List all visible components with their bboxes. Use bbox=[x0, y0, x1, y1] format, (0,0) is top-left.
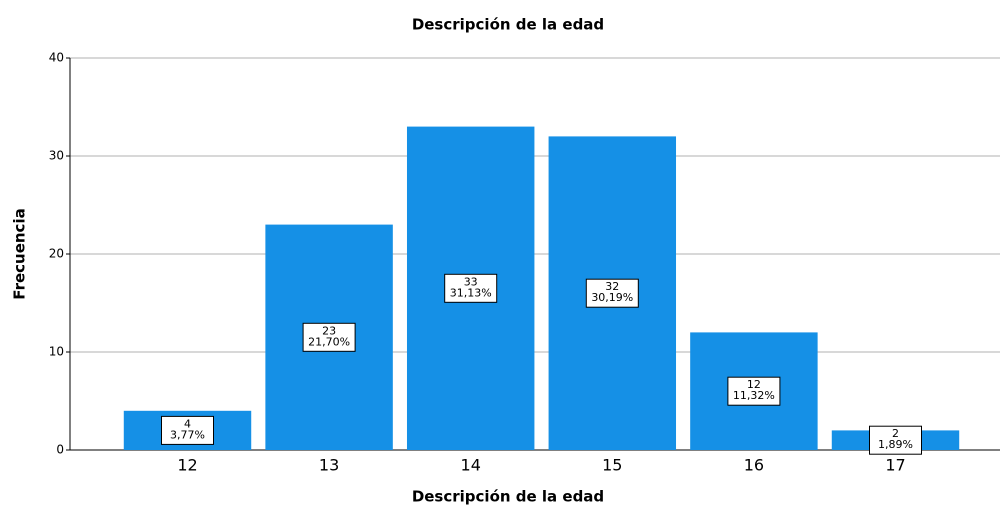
data-label-box bbox=[161, 415, 214, 445]
data-label-box bbox=[444, 273, 498, 303]
data-label-percent: 30,19% bbox=[591, 291, 633, 304]
x-tick-label: 13 bbox=[319, 456, 339, 475]
data-label-percent: 11,32% bbox=[733, 389, 775, 402]
data-label-percent: 3,77% bbox=[170, 428, 205, 441]
y-tick-label: 20 bbox=[49, 247, 64, 261]
y-tick-label: 0 bbox=[56, 443, 64, 457]
x-tick-label: 14 bbox=[461, 456, 481, 475]
data-label-count: 12 bbox=[747, 378, 761, 391]
data-label-count: 33 bbox=[464, 275, 478, 288]
x-tick-label: 16 bbox=[744, 456, 764, 475]
data-label-percent: 1,89% bbox=[878, 438, 913, 451]
data-label-box bbox=[585, 278, 639, 308]
data-label-count: 32 bbox=[605, 280, 619, 293]
chart-title: Descripción de la edad bbox=[412, 16, 604, 34]
data-label-box bbox=[727, 376, 781, 406]
data-label-count: 4 bbox=[184, 417, 191, 430]
data-label-box bbox=[302, 322, 356, 352]
data-label-count: 2 bbox=[892, 427, 899, 440]
y-tick-label: 30 bbox=[49, 149, 64, 163]
y-tick-label: 10 bbox=[49, 345, 64, 359]
x-tick-label: 15 bbox=[602, 456, 622, 475]
x-tick-label: 12 bbox=[177, 456, 197, 475]
x-axis-label: Descripción de la edad bbox=[412, 488, 604, 506]
data-label-box bbox=[869, 425, 922, 455]
y-tick-label: 40 bbox=[49, 51, 64, 65]
data-label-percent: 21,70% bbox=[308, 335, 350, 348]
data-label-count: 23 bbox=[322, 324, 336, 337]
x-tick-label: 17 bbox=[885, 456, 905, 475]
data-label-percent: 31,13% bbox=[450, 286, 492, 299]
y-axis-label: Frecuencia bbox=[11, 208, 29, 299]
